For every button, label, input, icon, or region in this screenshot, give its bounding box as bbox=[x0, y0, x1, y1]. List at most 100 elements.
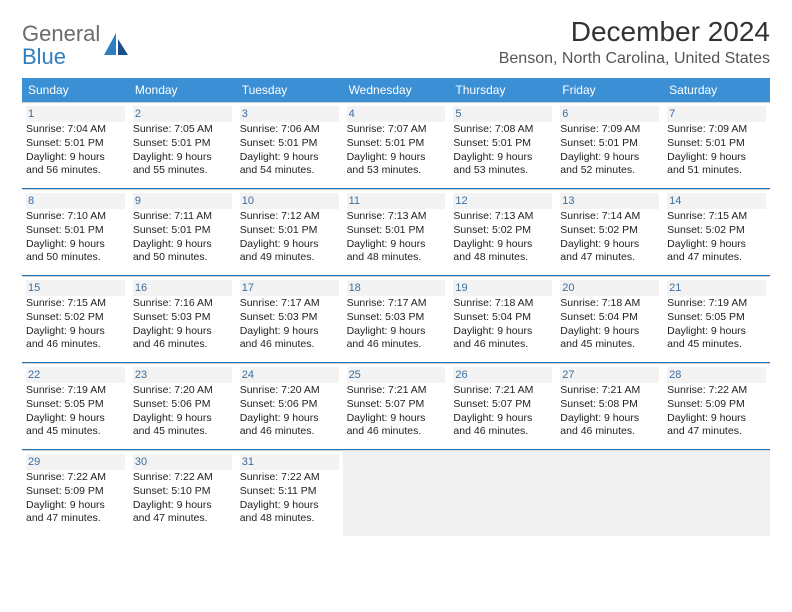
week-row: 1Sunrise: 7:04 AMSunset: 5:01 PMDaylight… bbox=[22, 102, 770, 188]
day-info-line: Daylight: 9 hours bbox=[560, 412, 659, 426]
day-info-line: Sunset: 5:06 PM bbox=[133, 398, 232, 412]
day-cell: 9Sunrise: 7:11 AMSunset: 5:01 PMDaylight… bbox=[129, 189, 236, 275]
day-info-line: and 46 minutes. bbox=[240, 338, 339, 352]
day-cell: 23Sunrise: 7:20 AMSunset: 5:06 PMDayligh… bbox=[129, 363, 236, 449]
day-info-line: Daylight: 9 hours bbox=[133, 499, 232, 513]
day-info-line: and 48 minutes. bbox=[240, 512, 339, 526]
calendar: Sunday Monday Tuesday Wednesday Thursday… bbox=[22, 78, 770, 536]
day-info-line: Daylight: 9 hours bbox=[667, 151, 766, 165]
day-info-line: Sunrise: 7:15 AM bbox=[26, 297, 125, 311]
day-info-line: Daylight: 9 hours bbox=[347, 325, 446, 339]
day-info-line: Sunset: 5:11 PM bbox=[240, 485, 339, 499]
weekday-wed: Wednesday bbox=[343, 78, 450, 102]
day-cell: 27Sunrise: 7:21 AMSunset: 5:08 PMDayligh… bbox=[556, 363, 663, 449]
weekday-mon: Monday bbox=[129, 78, 236, 102]
day-info-line: Daylight: 9 hours bbox=[26, 151, 125, 165]
logo-text-top: General bbox=[22, 21, 100, 46]
day-info-line: Daylight: 9 hours bbox=[347, 151, 446, 165]
day-cell: 24Sunrise: 7:20 AMSunset: 5:06 PMDayligh… bbox=[236, 363, 343, 449]
day-info-line: Sunset: 5:01 PM bbox=[26, 224, 125, 238]
day-number: 30 bbox=[133, 454, 232, 470]
day-info-line: Daylight: 9 hours bbox=[453, 151, 552, 165]
day-info-line: Daylight: 9 hours bbox=[26, 325, 125, 339]
day-info-line: Daylight: 9 hours bbox=[26, 238, 125, 252]
day-number: 6 bbox=[560, 106, 659, 122]
day-cell: 8Sunrise: 7:10 AMSunset: 5:01 PMDaylight… bbox=[22, 189, 129, 275]
day-number: 31 bbox=[240, 454, 339, 470]
day-info-line: Sunrise: 7:21 AM bbox=[347, 384, 446, 398]
day-cell: 18Sunrise: 7:17 AMSunset: 5:03 PMDayligh… bbox=[343, 276, 450, 362]
weekday-tue: Tuesday bbox=[236, 78, 343, 102]
day-info-line: Sunrise: 7:17 AM bbox=[347, 297, 446, 311]
day-info-line: Sunset: 5:03 PM bbox=[347, 311, 446, 325]
day-info-line: and 46 minutes. bbox=[453, 425, 552, 439]
blank-cell bbox=[556, 450, 663, 536]
day-cell: 29Sunrise: 7:22 AMSunset: 5:09 PMDayligh… bbox=[22, 450, 129, 536]
day-info-line: and 47 minutes. bbox=[667, 251, 766, 265]
day-info-line: Daylight: 9 hours bbox=[133, 238, 232, 252]
day-info-line: Sunset: 5:10 PM bbox=[133, 485, 232, 499]
day-info-line: and 53 minutes. bbox=[453, 164, 552, 178]
day-info-line: Daylight: 9 hours bbox=[26, 412, 125, 426]
day-info-line: Daylight: 9 hours bbox=[667, 238, 766, 252]
day-number: 9 bbox=[133, 193, 232, 209]
day-info-line: Sunset: 5:04 PM bbox=[453, 311, 552, 325]
day-number: 7 bbox=[667, 106, 766, 122]
day-info-line: and 54 minutes. bbox=[240, 164, 339, 178]
day-info-line: Sunset: 5:02 PM bbox=[560, 224, 659, 238]
day-info-line: Sunset: 5:01 PM bbox=[347, 224, 446, 238]
weekday-thu: Thursday bbox=[449, 78, 556, 102]
day-info-line: Sunset: 5:09 PM bbox=[26, 485, 125, 499]
day-number: 5 bbox=[453, 106, 552, 122]
weeks-container: 1Sunrise: 7:04 AMSunset: 5:01 PMDaylight… bbox=[22, 102, 770, 536]
day-info-line: and 52 minutes. bbox=[560, 164, 659, 178]
day-info-line: and 47 minutes. bbox=[667, 425, 766, 439]
weekday-sat: Saturday bbox=[663, 78, 770, 102]
day-number: 15 bbox=[26, 280, 125, 296]
day-info-line: Daylight: 9 hours bbox=[453, 412, 552, 426]
week-row: 8Sunrise: 7:10 AMSunset: 5:01 PMDaylight… bbox=[22, 188, 770, 275]
day-info-line: and 51 minutes. bbox=[667, 164, 766, 178]
day-cell: 3Sunrise: 7:06 AMSunset: 5:01 PMDaylight… bbox=[236, 102, 343, 188]
day-number: 24 bbox=[240, 367, 339, 383]
logo-text: General Blue bbox=[22, 22, 100, 68]
day-info-line: and 46 minutes. bbox=[560, 425, 659, 439]
day-number: 14 bbox=[667, 193, 766, 209]
day-info-line: Daylight: 9 hours bbox=[347, 412, 446, 426]
day-info-line: Sunrise: 7:22 AM bbox=[26, 471, 125, 485]
day-info-line: and 50 minutes. bbox=[133, 251, 232, 265]
day-cell: 6Sunrise: 7:09 AMSunset: 5:01 PMDaylight… bbox=[556, 102, 663, 188]
day-cell: 11Sunrise: 7:13 AMSunset: 5:01 PMDayligh… bbox=[343, 189, 450, 275]
day-info-line: Sunset: 5:02 PM bbox=[26, 311, 125, 325]
day-info-line: Daylight: 9 hours bbox=[240, 499, 339, 513]
day-info-line: Sunrise: 7:13 AM bbox=[347, 210, 446, 224]
day-info-line: Sunset: 5:05 PM bbox=[667, 311, 766, 325]
day-cell: 12Sunrise: 7:13 AMSunset: 5:02 PMDayligh… bbox=[449, 189, 556, 275]
day-info-line: and 46 minutes. bbox=[453, 338, 552, 352]
day-cell: 31Sunrise: 7:22 AMSunset: 5:11 PMDayligh… bbox=[236, 450, 343, 536]
day-info-line: Daylight: 9 hours bbox=[240, 238, 339, 252]
day-info-line: Sunrise: 7:16 AM bbox=[133, 297, 232, 311]
day-info-line: Sunrise: 7:06 AM bbox=[240, 123, 339, 137]
day-info-line: and 50 minutes. bbox=[26, 251, 125, 265]
day-info-line: Sunrise: 7:20 AM bbox=[240, 384, 339, 398]
day-number: 16 bbox=[133, 280, 232, 296]
day-cell: 2Sunrise: 7:05 AMSunset: 5:01 PMDaylight… bbox=[129, 102, 236, 188]
day-info-line: and 46 minutes. bbox=[347, 338, 446, 352]
logo: General Blue bbox=[22, 16, 130, 68]
day-cell: 13Sunrise: 7:14 AMSunset: 5:02 PMDayligh… bbox=[556, 189, 663, 275]
day-number: 10 bbox=[240, 193, 339, 209]
week-row: 22Sunrise: 7:19 AMSunset: 5:05 PMDayligh… bbox=[22, 362, 770, 449]
day-number: 8 bbox=[26, 193, 125, 209]
day-info-line: Daylight: 9 hours bbox=[560, 151, 659, 165]
day-info-line: Sunset: 5:01 PM bbox=[133, 224, 232, 238]
week-row: 15Sunrise: 7:15 AMSunset: 5:02 PMDayligh… bbox=[22, 275, 770, 362]
day-info-line: Sunset: 5:06 PM bbox=[240, 398, 339, 412]
day-cell: 21Sunrise: 7:19 AMSunset: 5:05 PMDayligh… bbox=[663, 276, 770, 362]
day-info-line: and 46 minutes. bbox=[133, 338, 232, 352]
day-info-line: Sunset: 5:07 PM bbox=[347, 398, 446, 412]
day-info-line: and 47 minutes. bbox=[133, 512, 232, 526]
day-info-line: Sunrise: 7:22 AM bbox=[133, 471, 232, 485]
day-info-line: Daylight: 9 hours bbox=[133, 151, 232, 165]
day-info-line: Sunrise: 7:22 AM bbox=[240, 471, 339, 485]
